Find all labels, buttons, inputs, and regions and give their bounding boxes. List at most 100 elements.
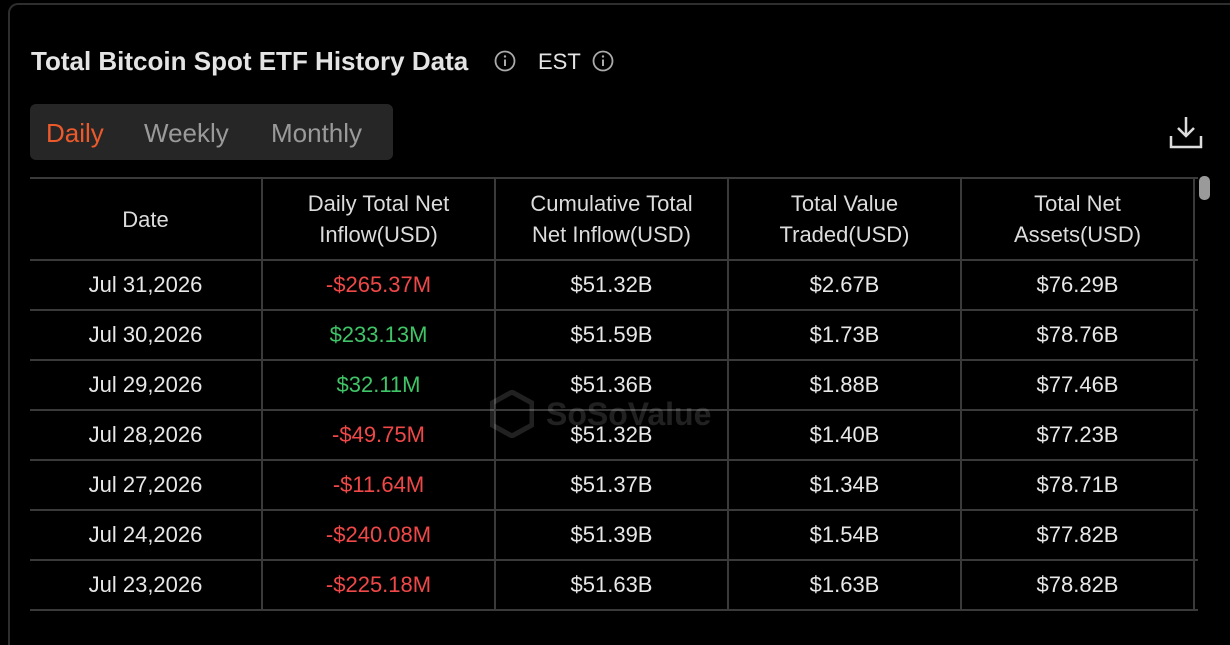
table-row: Jul 28,2026 -$49.75M $51.32B $1.40B $77.23B [30,411,1198,461]
cell-text: Jul 28,2026 [88,422,203,447]
cell-text: $51.39B [570,522,653,547]
table-cell: $1.63B [729,561,962,609]
cell-text: Jul 27,2026 [88,472,203,497]
table-cell: $77.82B [962,511,1195,559]
cell-text: $77.23B [1036,422,1119,447]
table-cell: Jul 30,2026 [30,311,263,359]
header-cell: Total Net Assets(USD) [962,179,1195,259]
table-cell: $233.13M [263,311,496,359]
cell-text: $78.82B [1036,572,1119,597]
download-button[interactable] [1168,114,1204,150]
table-cell: $76.29B [962,261,1195,309]
table-cell: $1.88B [729,361,962,409]
table-cell: $51.32B [496,261,729,309]
table-cell: $78.76B [962,311,1195,359]
table-row: Jul 23,2026 -$225.18M $51.63B $1.63B $78.82B [30,561,1198,611]
table-cell: -$11.64M [263,461,496,509]
table-cell: $51.59B [496,311,729,359]
header-cell: Daily Total Net Inflow(USD) [263,179,496,259]
table-cell: $51.63B [496,561,729,609]
cell-text: $1.40B [809,422,880,447]
cell-text: $51.37B [570,472,653,497]
card [8,3,1230,645]
header-row: Date Daily Total Net Inflow(USD) Cumulativ… [30,177,1198,261]
net-inflow: -$265.37M [325,272,432,297]
table-cell: $1.40B [729,411,962,459]
table-cell: Jul 24,2026 [30,511,263,559]
table-cell: $77.23B [962,411,1195,459]
cell-text: Jul 23,2026 [88,572,203,597]
table-cell: -$49.75M [263,411,496,459]
cell-text: $78.71B [1036,472,1119,497]
header-cell: Date [30,179,263,259]
table-row: Jul 31,2026 -$265.37M $51.32B $2.67B $76.29B [30,261,1198,311]
table-cell: $2.67B [729,261,962,309]
cell-text: $2.67B [809,272,880,297]
table-cell: $51.37B [496,461,729,509]
table-row: Jul 30,2026 $233.13M $51.59B $1.73B $78.76B [30,311,1198,361]
column-header: Total Net Assets(USD) [1013,191,1142,247]
column-header: Daily Total Net Inflow(USD) [307,191,450,247]
table-cell: $77.46B [962,361,1195,409]
table-cell: Jul 29,2026 [30,361,263,409]
header-cell: Cumulative Total Net Inflow(USD) [496,179,729,259]
table-cell: -$240.08M [263,511,496,559]
table-row: Jul 29,2026 $32.11M $51.36B $1.88B $77.46B [30,361,1198,411]
table-cell: -$265.37M [263,261,496,309]
tab[interactable]: Daily [46,118,104,148]
cell-text: $77.82B [1036,522,1119,547]
info-icon[interactable] [592,50,614,72]
cell-text: Jul 24,2026 [88,522,203,547]
cell-text: $1.73B [809,322,880,347]
column-header: Total Value Traded(USD) [779,191,910,247]
cell-text: $1.34B [809,472,880,497]
column-header: Cumulative Total Net Inflow(USD) [530,191,693,247]
cell-text: $51.63B [570,572,653,597]
table-cell: Jul 23,2026 [30,561,263,609]
data-table: Date Daily Total Net Inflow(USD) Cumulativ… [30,177,1198,611]
cell-text: $1.54B [809,522,880,547]
tab[interactable]: Monthly [271,118,363,148]
table-cell: $78.71B [962,461,1195,509]
cell-text: $76.29B [1036,272,1119,297]
cell-text: $1.88B [809,372,880,397]
table-cell: $78.82B [962,561,1195,609]
net-inflow: -$225.18M [325,572,432,597]
cell-text: Jul 30,2026 [88,322,203,347]
column-header: Date [122,206,169,232]
table-cell: $51.32B [496,411,729,459]
table-cell: $1.34B [729,461,962,509]
table-row: Jul 24,2026 -$240.08M $51.39B $1.54B $77.82B [30,511,1198,561]
cell-text: $51.36B [570,372,653,397]
table-cell: $1.73B [729,311,962,359]
cell-text: Jul 29,2026 [88,372,203,397]
table-cell: Jul 31,2026 [30,261,263,309]
table-cell: Jul 28,2026 [30,411,263,459]
net-inflow: -$11.64M [332,472,425,497]
title: Total Bitcoin Spot ETF History Data [31,46,469,76]
page: Total Bitcoin Spot ETF History Data EST … [8,3,1230,645]
table-cell: -$225.18M [263,561,496,609]
table-cell: $51.39B [496,511,729,559]
cell-text: $51.32B [570,272,653,297]
table-cell: $1.54B [729,511,962,559]
table-cell: $32.11M [263,361,496,409]
net-inflow: $233.13M [329,322,428,347]
info-icon[interactable] [494,50,516,72]
table-row: Jul 27,2026 -$11.64M $51.37B $1.34B $78.71B [30,461,1198,511]
cell-text: $51.32B [570,422,653,447]
scrollbar[interactable] [1199,176,1210,200]
tab[interactable]: Weekly [144,118,229,148]
cell-text: $51.59B [570,322,653,347]
cell-text: Jul 31,2026 [88,272,203,297]
net-inflow: $32.11M [336,372,421,397]
net-inflow: -$49.75M [332,422,425,447]
header-cell: Total Value Traded(USD) [729,179,962,259]
cell-text: $1.63B [809,572,880,597]
table-cell: Jul 27,2026 [30,461,263,509]
tab-bar: Daily Weekly Monthly [30,104,393,160]
table-cell: $51.36B [496,361,729,409]
cell-text: $78.76B [1036,322,1119,347]
cell-text: $77.46B [1036,372,1119,397]
net-inflow: -$240.08M [325,522,432,547]
